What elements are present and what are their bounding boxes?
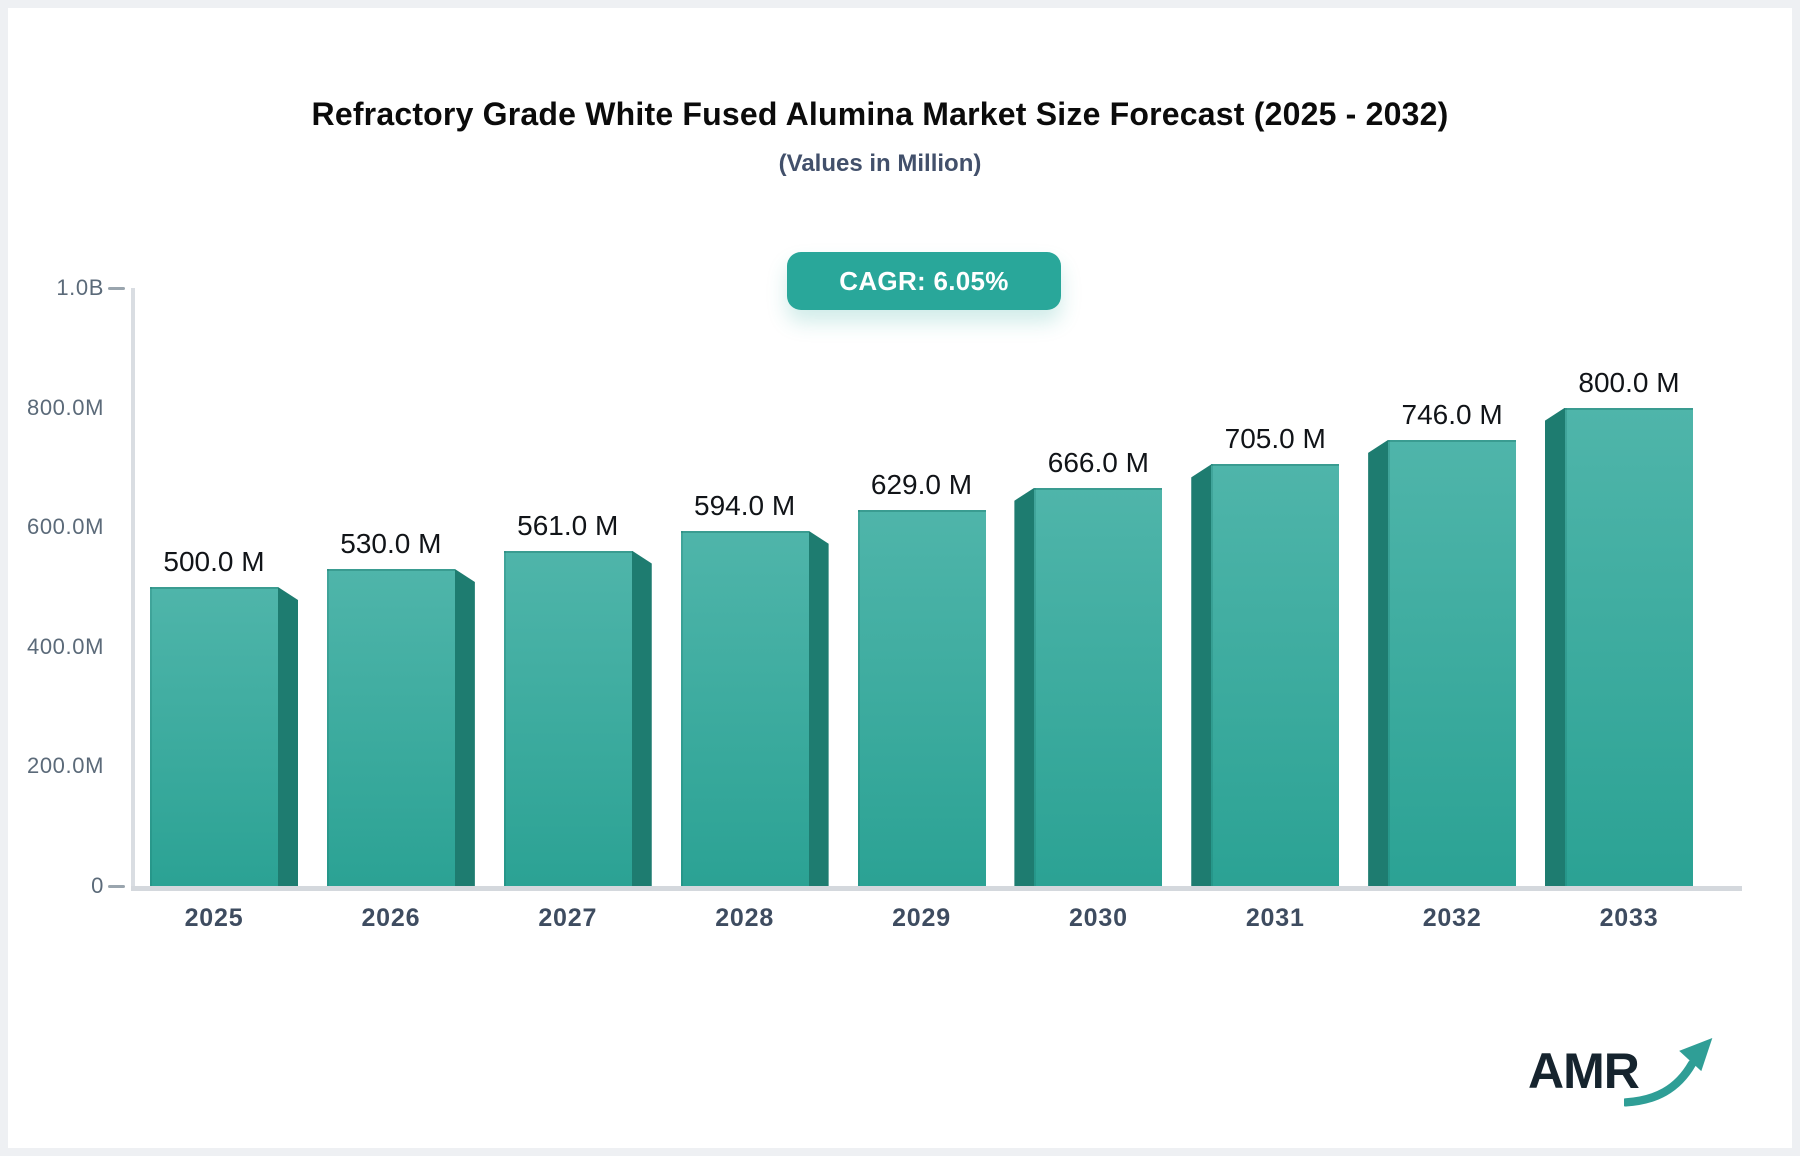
bar-side-face: [1191, 464, 1212, 886]
amr-logo-text: AMR: [1528, 1043, 1640, 1099]
x-axis-line: [131, 886, 1742, 891]
bar-value-label: 705.0 M: [1224, 423, 1326, 455]
x-tick-label: 2027: [538, 904, 598, 932]
x-tick-label: 2025: [184, 904, 244, 932]
cagr-badge: CAGR: 6.05%: [787, 252, 1061, 310]
y-tick-label: 400.0M: [27, 633, 104, 659]
y-tick-label: 600.0M: [27, 514, 104, 540]
y-tick-dash: [108, 885, 125, 888]
bar-side-face: [1014, 487, 1035, 886]
x-tick-label: 2031: [1245, 904, 1305, 932]
bar-side-face: [278, 587, 298, 886]
bar-face[interactable]: [1388, 439, 1517, 886]
bar-value-label: 746.0 M: [1401, 398, 1503, 430]
bar-value-label: 500.0 M: [163, 546, 265, 577]
bar-side-face: [631, 550, 652, 886]
bar-face[interactable]: [1034, 487, 1163, 886]
bar-side-face: [1545, 407, 1565, 886]
bar-face[interactable]: [1565, 407, 1693, 886]
x-tick-label: 2033: [1599, 904, 1659, 932]
amr-logo: AMR: [1528, 1034, 1713, 1114]
bar-value-label: 666.0 M: [1047, 446, 1149, 478]
bar-face[interactable]: [857, 509, 986, 886]
bar-face[interactable]: [503, 550, 632, 886]
bar-face[interactable]: [680, 530, 809, 886]
bar-face[interactable]: [1211, 464, 1340, 886]
bar-value-label: 629.0 M: [870, 468, 973, 500]
bar-side-face: [454, 569, 475, 886]
cagr-badge-label: CAGR: 6.05%: [839, 265, 1009, 296]
bar-side-face: [1368, 439, 1389, 886]
y-tick-label: 1.0B: [56, 275, 104, 300]
bar-side-face: [808, 530, 829, 886]
bar-face[interactable]: [150, 587, 278, 886]
y-tick-label: 200.0M: [27, 753, 104, 779]
bar-value-label: 530.0 M: [340, 528, 442, 560]
logo-arrow-icon: [1624, 1037, 1713, 1107]
x-tick-label: 2028: [715, 904, 775, 932]
bar-value-label: 800.0 M: [1578, 366, 1680, 398]
y-axis-line: [131, 288, 135, 888]
x-tick-label: 2032: [1422, 904, 1482, 932]
bar-face[interactable]: [326, 569, 455, 886]
bar-value-label: 561.0 M: [517, 509, 619, 541]
chart-title: Refractory Grade White Fused Alumina Mar…: [311, 96, 1449, 132]
x-tick-label: 2029: [892, 904, 951, 932]
y-tick-dash: [108, 287, 125, 290]
x-tick-label: 2026: [361, 904, 421, 932]
y-tick-label: 0: [91, 873, 104, 898]
chart-subtitle: (Values in Million): [778, 150, 982, 177]
y-tick-label: 800.0M: [27, 394, 104, 420]
bar-value-label: 594.0 M: [694, 489, 796, 521]
x-tick-label: 2030: [1068, 904, 1128, 932]
